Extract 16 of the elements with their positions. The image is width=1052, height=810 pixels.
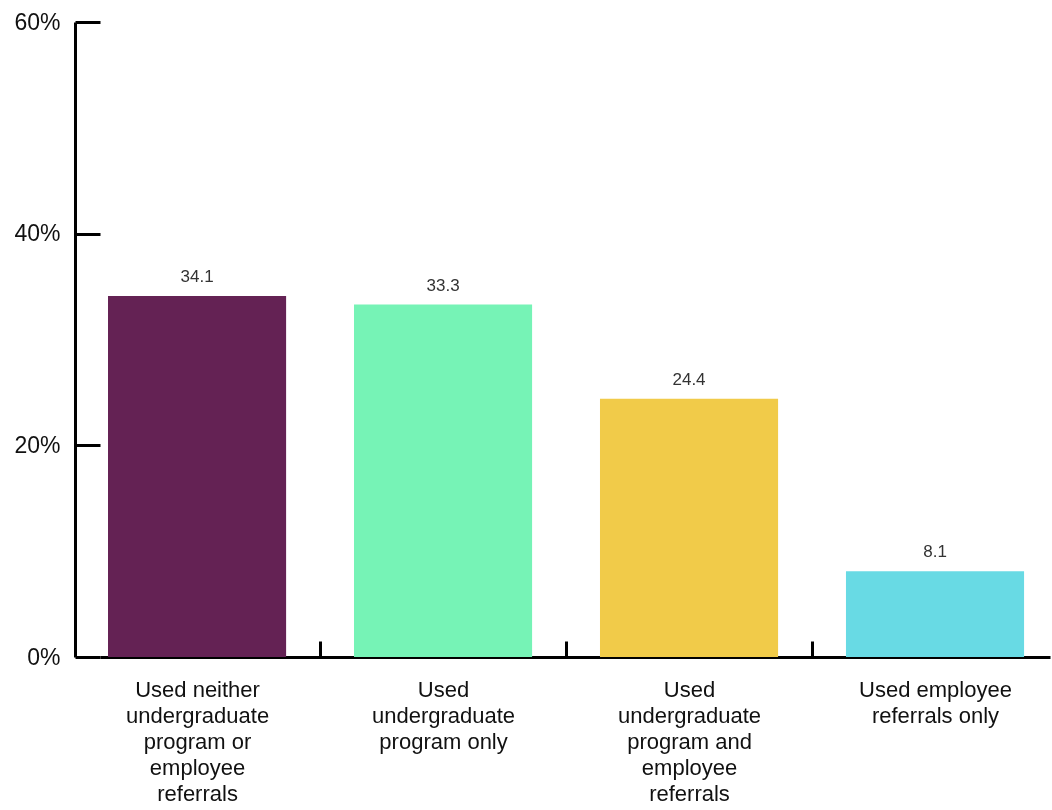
y-tick-label: 40%	[14, 220, 61, 247]
y-tick-label: 0%	[27, 643, 61, 670]
x-tick-label: Used employee referrals only	[859, 676, 1012, 728]
x-tick-label: Used undergraduate program only	[371, 676, 516, 754]
y-tick-label: 20%	[14, 431, 61, 458]
bar	[354, 304, 533, 657]
bar	[845, 571, 1025, 657]
data-label: 24.4	[672, 369, 706, 389]
x-tick-label: Used undergraduate program and employee referrals	[617, 676, 762, 806]
bar	[599, 398, 779, 657]
y-tick-label: 60%	[14, 8, 61, 35]
x-tick-label: Used neither undergraduate program or employee referrals	[126, 676, 270, 806]
data-label: 8.1	[923, 542, 947, 562]
bar	[108, 296, 287, 657]
data-label: 34.1	[180, 267, 214, 287]
data-label: 33.3	[426, 275, 460, 295]
